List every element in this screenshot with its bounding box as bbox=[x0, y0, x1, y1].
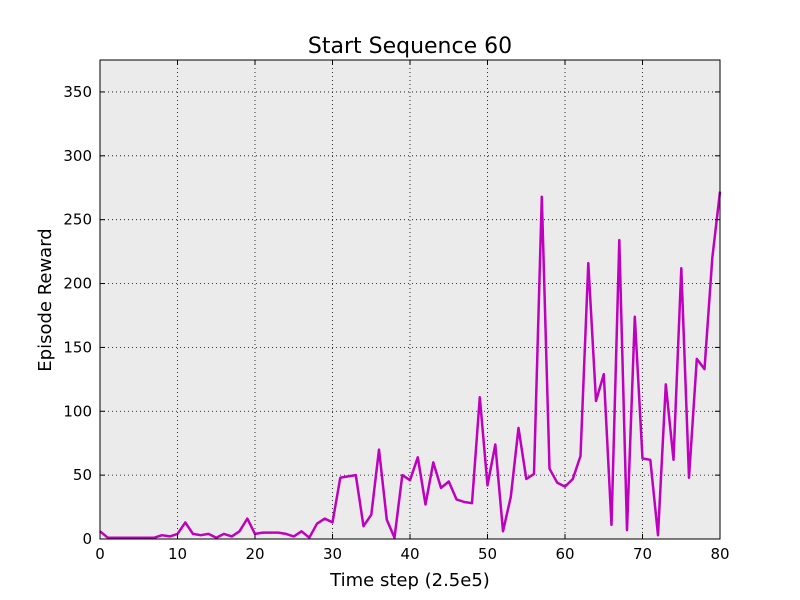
x-tick-label: 50 bbox=[478, 545, 497, 563]
y-tick-label: 250 bbox=[63, 211, 92, 229]
y-tick-label: 300 bbox=[63, 147, 92, 165]
y-tick-label: 50 bbox=[73, 466, 92, 484]
chart-title: Start Sequence 60 bbox=[308, 34, 512, 59]
y-tick-label: 200 bbox=[63, 275, 92, 293]
x-tick-label: 20 bbox=[245, 545, 264, 563]
series-line bbox=[99, 191, 722, 539]
y-tick-label: 100 bbox=[63, 402, 92, 420]
plot-area bbox=[100, 60, 720, 539]
x-tick-label: 40 bbox=[400, 545, 419, 563]
x-tick-label: 0 bbox=[95, 545, 105, 563]
x-tick-label: 10 bbox=[168, 545, 187, 563]
x-tick-label: 70 bbox=[633, 545, 652, 563]
axis-ticks: 0 10 20 30 40 50 60 70 80 0 50 100 150 200 250 300 350 bbox=[63, 60, 730, 563]
y-tick-label: 150 bbox=[63, 338, 92, 356]
x-tick-label: 30 bbox=[323, 545, 342, 563]
x-axis-label: Time step (2.5e5) bbox=[329, 570, 490, 591]
x-tick-label: 80 bbox=[710, 545, 729, 563]
y-tick-label: 0 bbox=[82, 530, 92, 548]
y-tick-label: 350 bbox=[63, 83, 92, 101]
y-axis-label: Episode Reward bbox=[35, 228, 56, 371]
x-tick-label: 60 bbox=[555, 545, 574, 563]
